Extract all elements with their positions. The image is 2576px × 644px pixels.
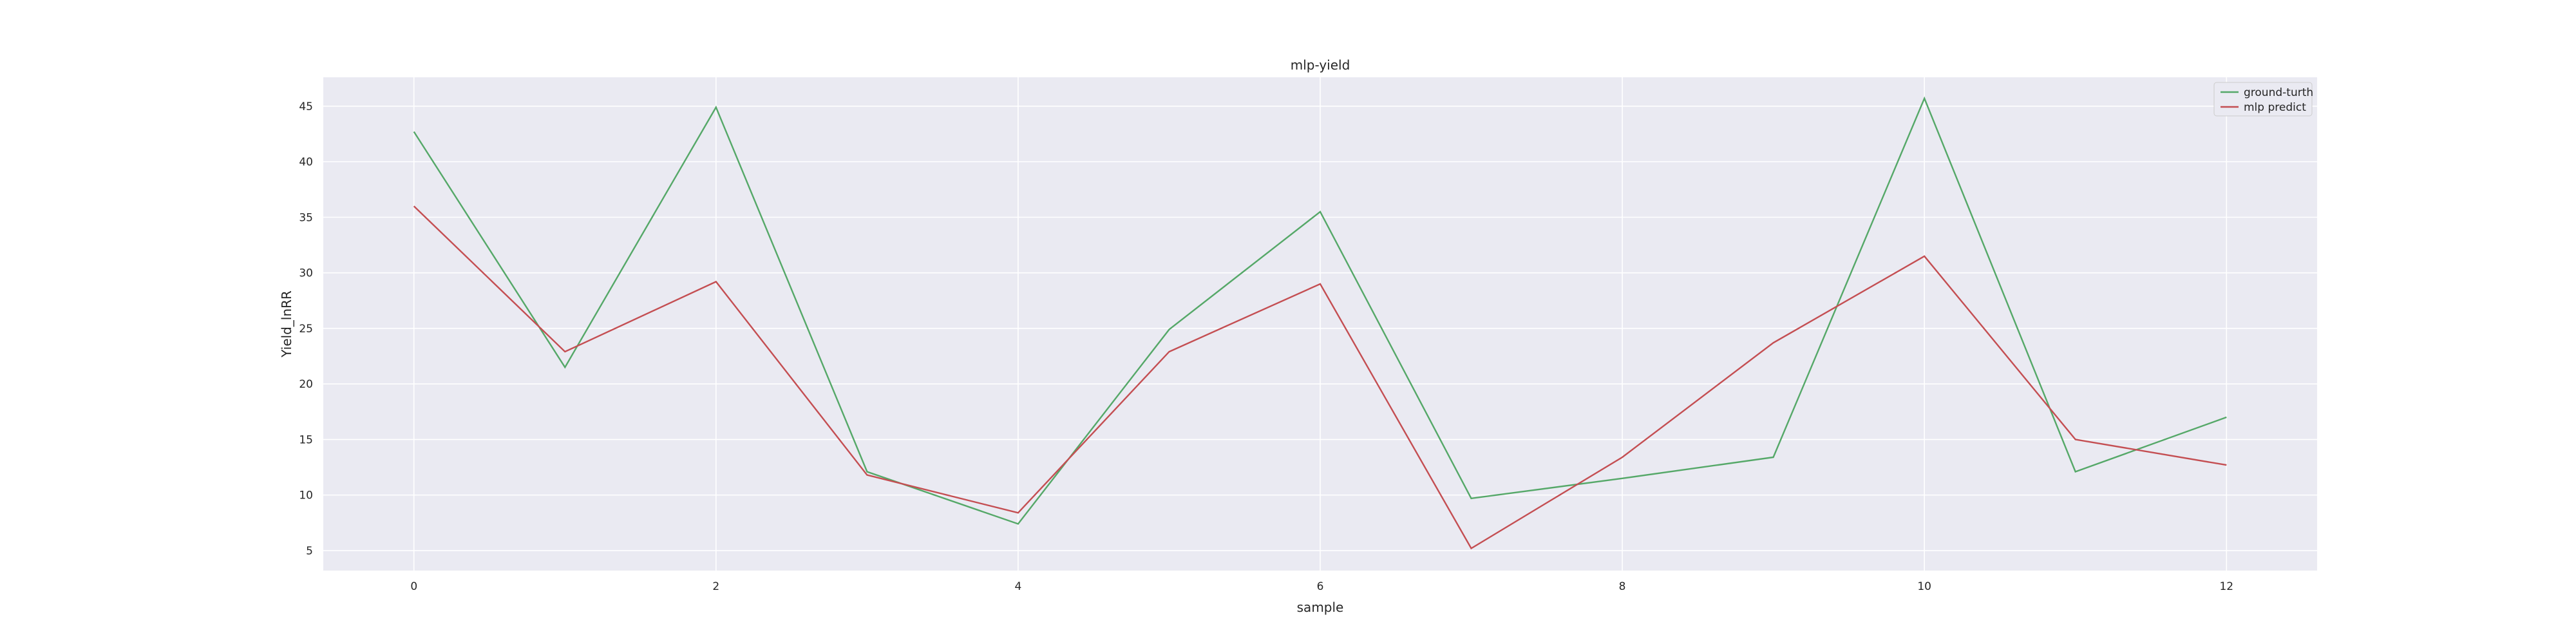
legend-entry: ground-turth xyxy=(2244,86,2313,99)
series-line-mlp-predict xyxy=(413,205,2227,550)
x-tick-label: 10 xyxy=(1917,580,1931,593)
y-tick-label: 10 xyxy=(299,489,313,502)
legend-entry: mlp predict xyxy=(2244,101,2306,114)
x-tick-label: 2 xyxy=(712,580,719,593)
y-tick-label: 35 xyxy=(299,211,313,224)
y-tick-label: 25 xyxy=(299,323,313,336)
series-layer xyxy=(413,96,2227,550)
x-tick-label: 0 xyxy=(410,580,417,593)
legend: ground-turth mlp predict xyxy=(2213,82,2313,117)
x-tick-label: 6 xyxy=(1317,580,1324,593)
tick-labels: 0 2 4 6 8 10 12 5 10 15 20 25 30 35 40 45 xyxy=(299,100,2233,593)
y-tick-label: 20 xyxy=(299,378,313,391)
x-tick-label: 12 xyxy=(2219,580,2233,593)
x-tick-label: 8 xyxy=(1619,580,1626,593)
y-tick-label: 40 xyxy=(299,156,313,169)
grid xyxy=(323,77,2317,571)
y-axis-label: Yield_lnRR xyxy=(279,290,294,358)
y-tick-label: 5 xyxy=(306,545,313,558)
x-tick-label: 4 xyxy=(1014,580,1021,593)
y-tick-label: 30 xyxy=(299,267,313,280)
series-line-ground-truth xyxy=(413,96,2227,525)
x-axis-label: sample xyxy=(1297,600,1344,615)
y-tick-label: 45 xyxy=(299,100,313,113)
chart-title: mlp-yield xyxy=(1291,57,1350,73)
y-tick-label: 15 xyxy=(299,433,313,446)
